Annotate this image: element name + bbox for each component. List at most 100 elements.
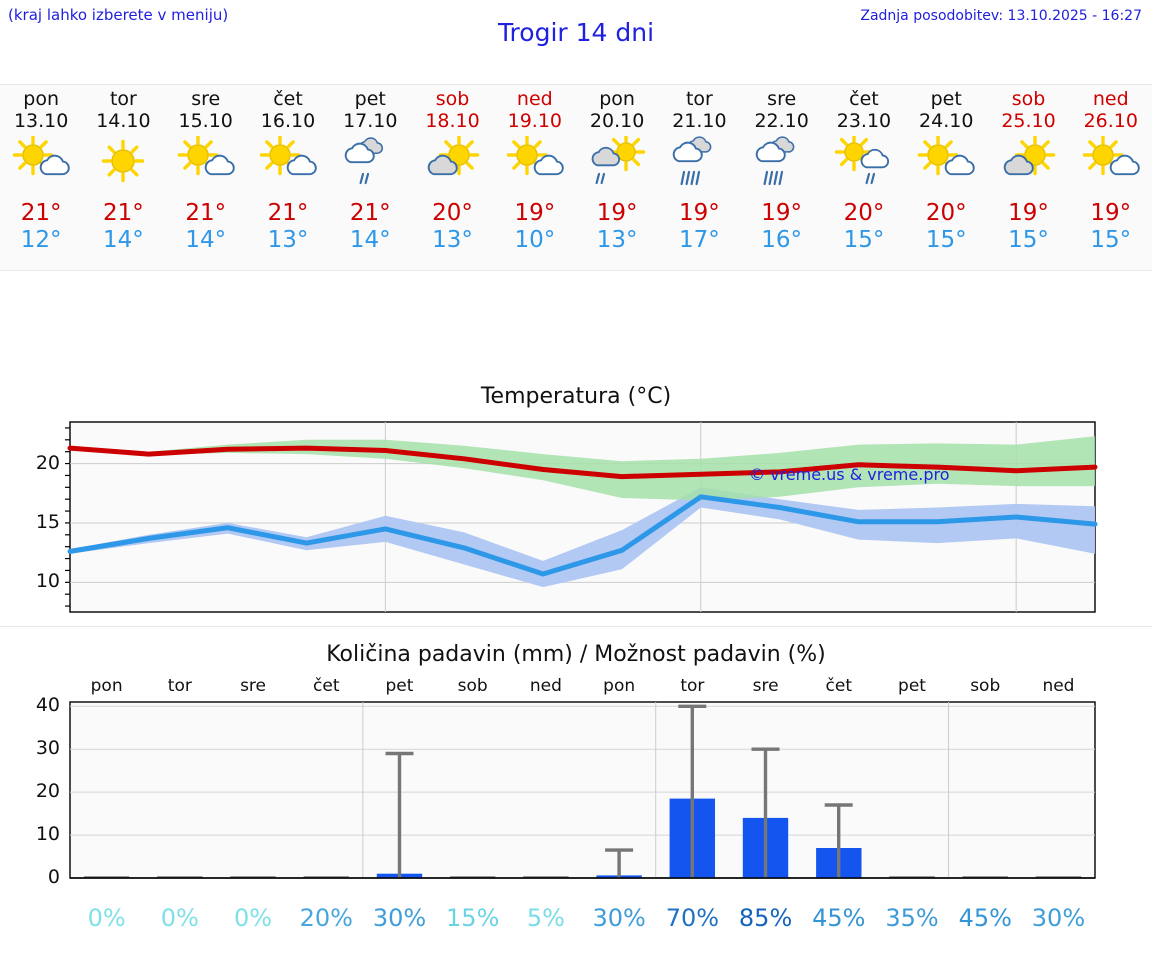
day-temp-min: 13° [432, 227, 473, 253]
day-temp-max: 19° [1008, 200, 1049, 226]
day-date: 19.10 [507, 110, 563, 132]
day-name: ned [516, 88, 553, 110]
day-name: pon [23, 88, 59, 110]
precipitation-probability-label: 45% [812, 904, 866, 932]
day-name: sob [1011, 88, 1046, 110]
day-temp-max: 21° [349, 200, 391, 226]
forecast-day-column[interactable]: sre 15.10 21° 14° [165, 84, 247, 270]
precipitation-day-label: pet [385, 676, 414, 696]
day-name: sob [435, 88, 470, 110]
precipitation-day-label: tor [167, 676, 192, 696]
forecast-day-column[interactable]: sob 25.10 19° 15° [987, 84, 1069, 270]
precipitation-day-label: sob [970, 676, 1001, 696]
precipitation-probability-label: 0% [87, 904, 126, 932]
weather-cloud-sun-light-rain-icon [576, 134, 658, 190]
day-temp-max: 19° [1090, 200, 1132, 226]
page-header: (kraj lahko izberete v meniju) Trogir 14… [0, 0, 1152, 62]
day-date: 22.10 [754, 110, 809, 132]
day-name: sre [767, 88, 797, 110]
day-name: čet [273, 88, 303, 110]
day-date: 23.10 [836, 110, 892, 132]
day-temp-min: 13° [596, 227, 638, 253]
day-temp-min: 10° [514, 227, 556, 253]
forecast-day-column[interactable]: tor 14.10 21° 14° [82, 84, 164, 270]
precipitation-day-label: ned [529, 676, 562, 696]
weather-cloud-light-rain-icon [329, 134, 411, 190]
day-date: 25.10 [1001, 110, 1056, 132]
day-temp-max: 19° [761, 200, 803, 226]
weather-sun-cloud-light-rain-icon [823, 134, 905, 190]
day-temp-max: 20° [432, 200, 473, 226]
forecast-day-column[interactable]: ned 26.10 19° 15° [1070, 84, 1152, 270]
precipitation-day-label: pon [603, 676, 636, 696]
day-temp-min: 14° [185, 227, 227, 253]
day-date: 13.10 [13, 110, 69, 132]
day-name: pet [354, 88, 386, 110]
precipitation-probability-label: 0% [160, 904, 199, 932]
precipitation-probability-label: 70% [665, 904, 720, 932]
precipitation-y-tick-label: 30 [35, 737, 60, 760]
day-date: 16.10 [260, 110, 316, 132]
forecast-day-column[interactable]: pon 20.10 19° 13° [576, 84, 658, 270]
precipitation-probability-label: 5% [526, 904, 565, 932]
forecast-day-column[interactable]: sre 22.10 19° 16° [741, 84, 823, 270]
forecast-day-column[interactable]: pet 17.10 21° 14° [329, 84, 411, 270]
day-temp-min: 16° [761, 227, 803, 253]
forecast-day-column[interactable]: čet 16.10 21° 13° [247, 84, 329, 270]
precipitation-probability-label: 85% [738, 904, 793, 932]
location-menu-hint: (kraj lahko izberete v meniju) [8, 6, 229, 24]
forecast-day-strip: pon 13.10 21° 12° tor 14.10 21° 14° sre 15… [0, 84, 1152, 270]
precipitation-probability-label: 30% [1031, 904, 1086, 932]
day-temp-min: 13° [267, 227, 309, 253]
precipitation-chart-panel: Količina padavin (mm) / Možnost padavin … [0, 636, 1152, 975]
day-date: 26.10 [1083, 110, 1138, 132]
copyright-watermark: © vreme.us & vreme.pro [749, 465, 950, 484]
day-date: 17.10 [343, 110, 398, 132]
precipitation-probability-label: 0% [234, 904, 273, 932]
day-name: pon [599, 88, 635, 110]
day-temp-max: 19° [596, 200, 638, 226]
weather-sun-cloud-icon [165, 134, 247, 190]
precipitation-day-label: sob [457, 676, 488, 696]
temp-panel-bottom-divider [0, 626, 1152, 627]
temperature-y-tick-label: 10 [35, 570, 60, 593]
weather-sun-cloud-icon [905, 134, 987, 190]
day-temp-min: 15° [1090, 227, 1132, 253]
weather-sun-cloud-icon [247, 134, 329, 190]
precipitation-probability-label: 35% [885, 904, 939, 932]
day-temp-min: 17° [679, 227, 720, 253]
forecast-day-column[interactable]: pet 24.10 20° 15° [905, 84, 987, 270]
day-temp-max: 21° [267, 200, 309, 226]
precipitation-probability-row: 0% 0% 0% 20% 30% 15% 5% 30% 70% 85% 45% 35% 45% 30% [70, 904, 1095, 938]
weather-sun-icon [82, 134, 164, 190]
precipitation-day-labels: pon tor sre čet pet sob ned pon tor sre čet pet sob n… [70, 676, 1095, 698]
temperature-y-tick-label: 15 [35, 510, 60, 533]
day-date: 14.10 [96, 110, 151, 132]
day-date: 15.10 [178, 110, 233, 132]
precipitation-probability-label: 30% [372, 904, 427, 932]
day-temp-max: 19° [679, 200, 720, 226]
strip-bottom-divider [0, 270, 1152, 271]
precipitation-probability-label: 20% [299, 904, 353, 932]
precipitation-probability-label: 15% [446, 904, 500, 932]
strip-top-divider [0, 84, 1152, 85]
temperature-chart-panel: Temperatura (°C) 10 15 20 [0, 378, 1152, 626]
day-temp-max: 20° [843, 200, 885, 226]
precipitation-day-label: sre [240, 676, 267, 696]
weather-cloud-sun-icon [411, 134, 493, 190]
forecast-day-column[interactable]: pon 13.10 21° 12° [0, 84, 82, 270]
precipitation-day-label: čet [313, 676, 340, 696]
forecast-day-column[interactable]: čet 23.10 20° 15° [823, 84, 905, 270]
day-temp-max: 21° [20, 200, 62, 226]
page-title: Trogir 14 dni [497, 18, 655, 47]
forecast-day-column[interactable]: ned 19.10 19° 10° [494, 84, 576, 270]
forecast-day-column[interactable]: sob 18.10 20° 13° [411, 84, 493, 270]
day-temp-max: 21° [185, 200, 227, 226]
forecast-day-column[interactable]: tor 21.10 19° 17° [658, 84, 740, 270]
day-name: tor [685, 88, 713, 110]
precipitation-y-tick-label: 20 [35, 780, 60, 803]
day-name: tor [109, 88, 137, 110]
day-temp-min: 15° [1008, 227, 1049, 253]
day-date: 24.10 [919, 110, 974, 132]
precipitation-y-tick-label: 10 [35, 823, 60, 846]
